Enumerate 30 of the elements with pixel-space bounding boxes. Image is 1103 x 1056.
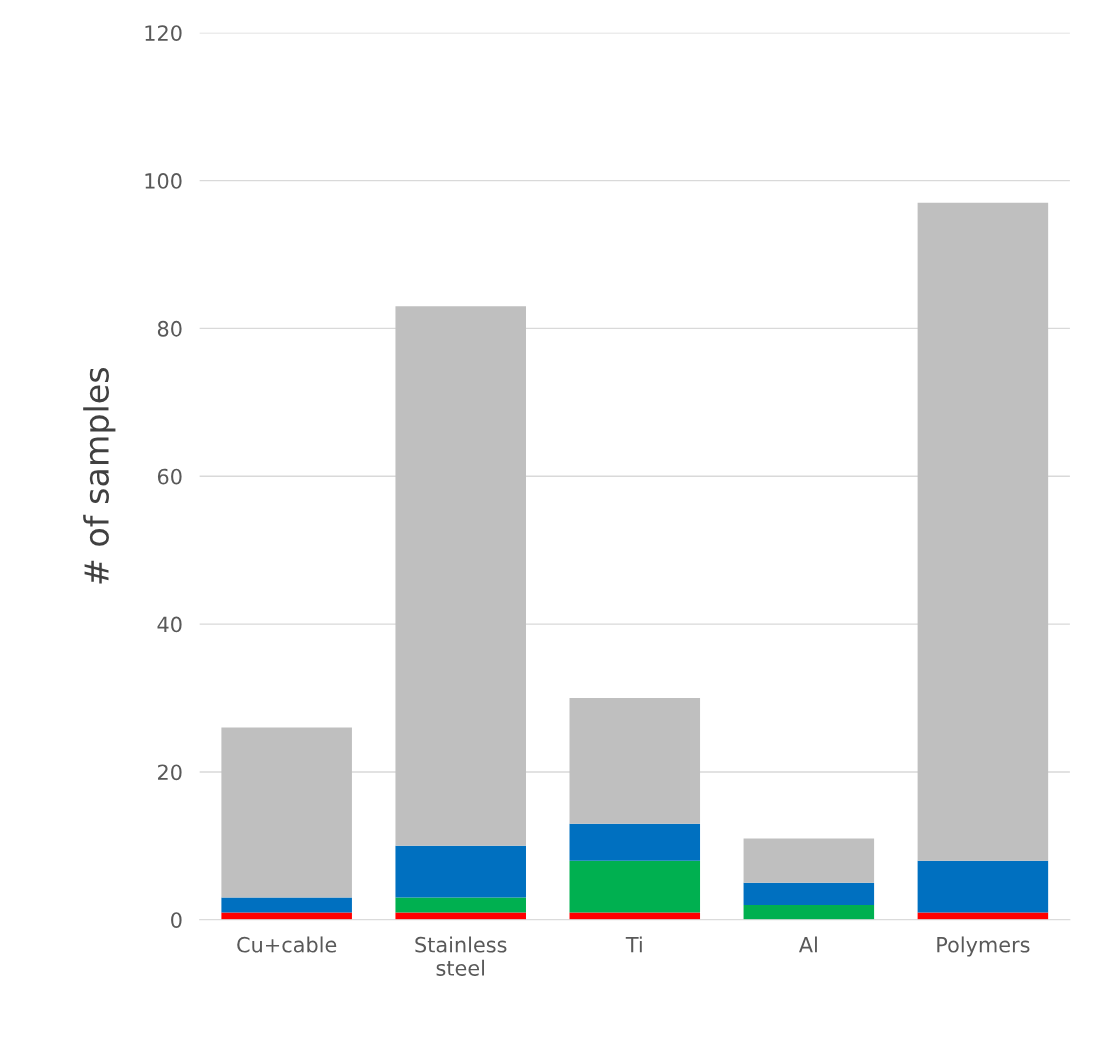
y-tick-label: 40 <box>157 616 182 633</box>
bar <box>221 897 352 913</box>
bar <box>569 823 701 861</box>
y-tick-label: 80 <box>157 320 182 337</box>
bar <box>395 897 526 913</box>
x-tick-label: Al <box>798 936 817 953</box>
x-tick-label: Polymers <box>937 936 1030 957</box>
y-tick-label: 100 <box>145 173 182 189</box>
bar <box>395 845 526 898</box>
bar <box>395 912 526 920</box>
bar <box>221 727 352 898</box>
bar <box>395 306 526 846</box>
y-axis-title: # of samples <box>83 367 116 584</box>
x-tick-label: Stainless steel <box>415 936 507 976</box>
bar <box>743 904 875 920</box>
bar <box>743 882 875 905</box>
bar <box>569 698 701 824</box>
y-tick-label: 20 <box>157 764 182 781</box>
bar <box>221 912 352 920</box>
bar <box>917 912 1049 920</box>
bar <box>569 912 701 920</box>
bar <box>569 860 701 913</box>
bar <box>743 838 875 883</box>
x-tick-label: Ti <box>625 936 642 953</box>
y-tick-label: 120 <box>145 25 182 41</box>
y-tick-label: 60 <box>157 468 182 485</box>
y-tick-label: 0 <box>171 912 182 928</box>
bar <box>917 202 1049 861</box>
x-tick-label: Cu+cable <box>237 936 337 953</box>
bar <box>917 860 1049 913</box>
